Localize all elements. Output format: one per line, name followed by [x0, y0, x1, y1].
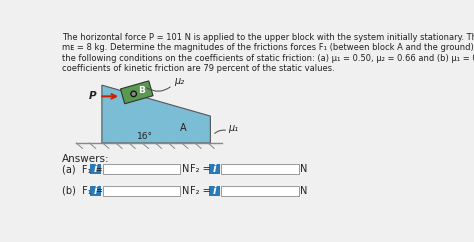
Text: 16°: 16°	[137, 132, 153, 141]
FancyBboxPatch shape	[90, 164, 101, 174]
FancyBboxPatch shape	[103, 164, 180, 174]
Circle shape	[131, 91, 137, 97]
Text: B: B	[138, 86, 145, 95]
Text: (a)  F₁ =: (a) F₁ =	[63, 164, 103, 174]
Text: F₂ =: F₂ =	[190, 164, 211, 174]
Text: A: A	[180, 123, 187, 133]
Text: i: i	[212, 186, 216, 196]
Text: coefficients of kinetic friction are 79 percent of the static values.: coefficients of kinetic friction are 79 …	[63, 64, 335, 73]
FancyBboxPatch shape	[90, 186, 101, 196]
FancyBboxPatch shape	[209, 164, 219, 174]
Text: i: i	[94, 164, 98, 174]
Text: F₂ =: F₂ =	[190, 186, 211, 196]
Text: P: P	[89, 91, 96, 101]
Text: N: N	[182, 164, 190, 174]
Text: The horizontal force P = 101 N is applied to the upper block with the system ini: The horizontal force P = 101 N is applie…	[63, 33, 474, 42]
FancyBboxPatch shape	[209, 186, 219, 196]
Text: N: N	[300, 186, 308, 196]
Text: the following conditions on the coefficients of static friction: (a) μ₁ = 0.50, : the following conditions on the coeffici…	[63, 54, 474, 63]
Circle shape	[132, 92, 135, 95]
Polygon shape	[102, 85, 210, 143]
FancyBboxPatch shape	[221, 186, 299, 196]
Text: Answers:: Answers:	[63, 154, 110, 164]
Text: mᴇ = 8 kg. Determine the magnitudes of the frictions forces F₁ (between block A : mᴇ = 8 kg. Determine the magnitudes of t…	[63, 43, 474, 52]
FancyBboxPatch shape	[103, 186, 180, 196]
Text: N: N	[182, 186, 190, 196]
Text: i: i	[94, 186, 98, 196]
Text: μ₂: μ₂	[174, 76, 184, 86]
Text: μ₁: μ₁	[228, 123, 238, 133]
FancyBboxPatch shape	[221, 164, 299, 174]
Polygon shape	[120, 81, 153, 104]
Text: (b)  F₁ =: (b) F₁ =	[63, 186, 103, 196]
Text: N: N	[300, 164, 308, 174]
Text: i: i	[212, 164, 216, 174]
